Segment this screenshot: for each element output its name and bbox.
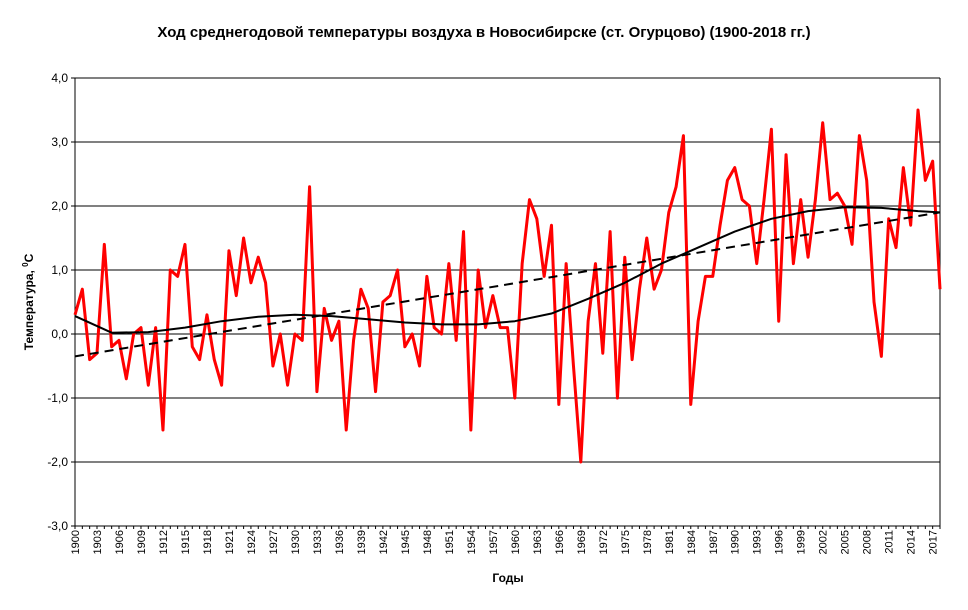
y-tick-label: -1,0 (47, 391, 68, 405)
x-tick-label: 2008 (862, 530, 874, 554)
x-tick-label: 1978 (642, 530, 654, 554)
series-lines (75, 110, 940, 462)
x-tick-label: 2017 (928, 530, 940, 554)
x-tick-label: 2005 (840, 530, 852, 554)
y-tick-label: 0,0 (51, 327, 68, 341)
x-tick-label: 1996 (774, 530, 786, 554)
y-tick-labels: -3,0 -2,0 -1,0 0,0 1,0 2,0 3,0 4,0 (47, 71, 68, 533)
y-tick-label: 1,0 (51, 263, 68, 277)
x-tick-label: 1987 (708, 530, 720, 554)
y-axis-label-unit: С (22, 253, 36, 262)
y-tick-label: -2,0 (47, 455, 68, 469)
x-tick-label: 2014 (906, 530, 918, 554)
x-tick-label: 1915 (180, 530, 192, 554)
x-tick-label: 1912 (158, 530, 170, 554)
x-tick-label: 1909 (136, 530, 148, 554)
chart-title: Ход среднегодовой температуры воздуха в … (157, 24, 810, 41)
y-tick-label: -3,0 (47, 519, 68, 533)
x-tick-label: 1975 (620, 530, 632, 554)
x-tick-label: 1999 (796, 530, 808, 554)
x-tick-label: 1945 (400, 530, 412, 554)
x-tick-label: 2002 (818, 530, 830, 554)
y-axis-label-text: Температура, (22, 267, 36, 350)
x-tick-label: 2011 (884, 530, 896, 554)
x-tick-label: 1930 (290, 530, 302, 554)
x-tick-label: 1957 (488, 530, 500, 554)
y-axis-label: Температура, 0С (21, 253, 36, 350)
x-tick-label: 1927 (268, 530, 280, 554)
x-tick-label: 1942 (378, 530, 390, 554)
x-tick-label: 1954 (466, 530, 478, 554)
x-tick-label: 1936 (334, 530, 346, 554)
x-tick-label: 1984 (686, 530, 698, 554)
x-tick-label: 1924 (246, 530, 258, 554)
x-tick-label: 1933 (312, 530, 324, 554)
x-tick-label: 1939 (356, 530, 368, 554)
x-tick-label: 1993 (752, 530, 764, 554)
y-tick-label: 4,0 (51, 71, 68, 85)
x-tick-label: 1966 (554, 530, 566, 554)
x-tick-label: 1972 (598, 530, 610, 554)
x-axis-label: Годы (492, 571, 523, 585)
x-tick-label: 1963 (532, 530, 544, 554)
x-tick-labels: 1900 1903 1906 1909 1912 1915 1918 1921 1924 1927… (70, 530, 940, 554)
y-tick-label: 2,0 (51, 199, 68, 213)
x-tick-label: 1903 (92, 530, 104, 554)
series-annual (75, 110, 940, 462)
x-tick-label: 1921 (224, 530, 236, 554)
grid (71, 78, 940, 529)
x-tick-label: 1918 (202, 530, 214, 554)
x-tick-label: 1906 (114, 530, 126, 554)
x-tick-label: 1981 (664, 530, 676, 554)
x-tick-label: 1960 (510, 530, 522, 554)
x-tick-label: 1951 (444, 530, 456, 554)
x-tick-label: 1990 (730, 530, 742, 554)
y-tick-label: 3,0 (51, 135, 68, 149)
x-tick-label: 1969 (576, 530, 588, 554)
x-tick-label: 1900 (70, 530, 82, 554)
x-tick-label: 1948 (422, 530, 434, 554)
